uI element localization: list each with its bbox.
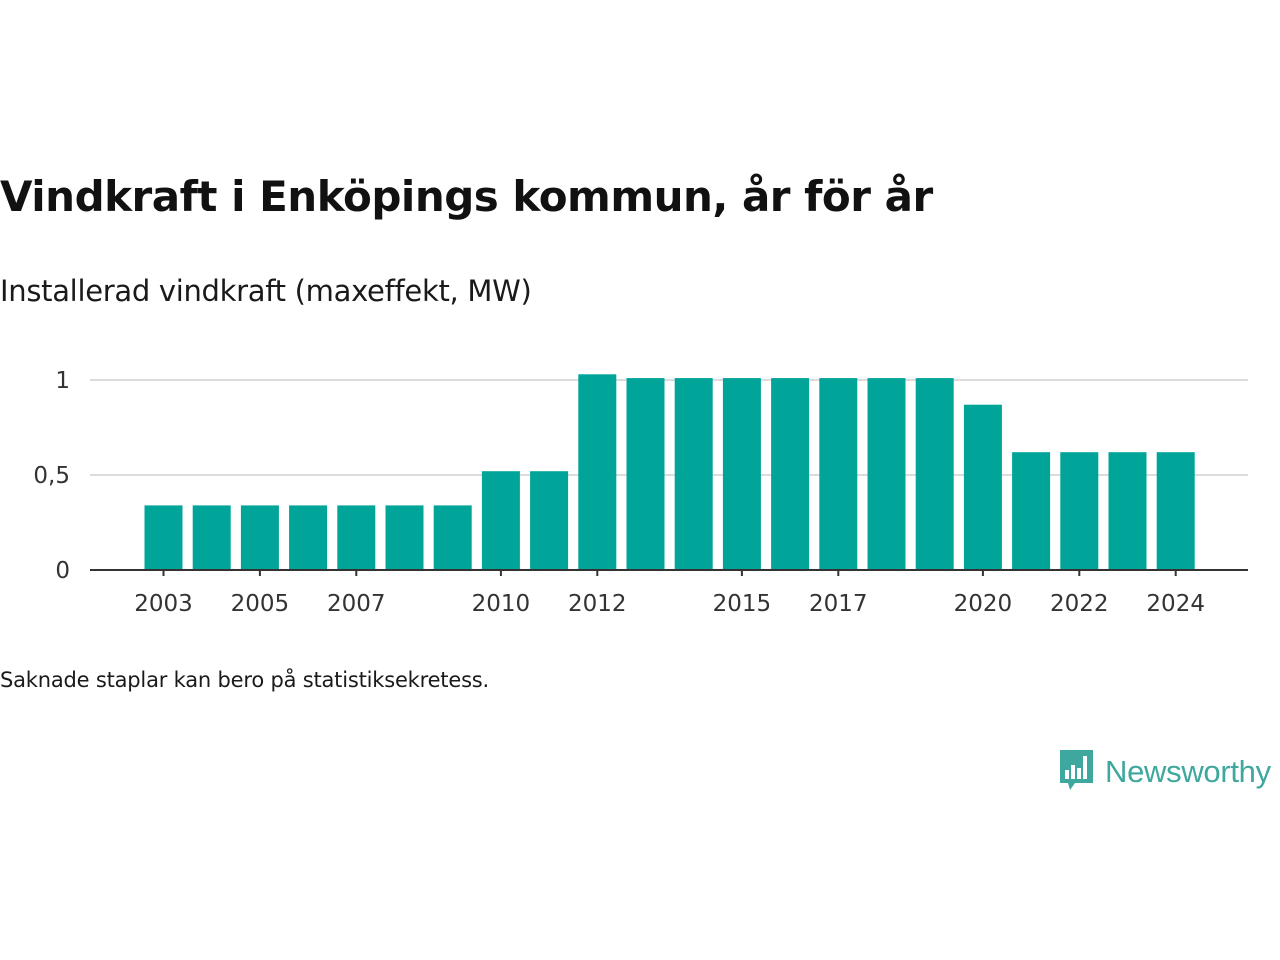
bar	[867, 378, 906, 570]
bar-chart-speech-bubble-icon	[1058, 748, 1095, 796]
x-axis-ticks: 2003 2005 2007 2010 2012 2015 2017 2020 2022 2024	[134, 570, 1205, 617]
x-tick-label: 2024	[1146, 591, 1205, 617]
bar	[578, 374, 617, 570]
bar	[1060, 452, 1099, 570]
y-tick-label: 1	[55, 368, 70, 394]
x-tick-label: 2015	[713, 591, 772, 617]
x-tick-label: 2005	[231, 591, 290, 617]
bar	[337, 505, 376, 570]
x-tick-label: 2017	[809, 591, 868, 617]
bar	[626, 378, 665, 570]
bar	[674, 378, 713, 570]
x-tick-label: 2007	[327, 591, 386, 617]
chart-subtitle: Installerad vindkraft (maxeffekt, MW)	[0, 274, 532, 308]
bar	[771, 378, 810, 570]
x-tick-label: 2012	[568, 591, 627, 617]
bar	[915, 378, 954, 570]
y-tick-label: 0,5	[33, 463, 70, 489]
x-tick-label: 2022	[1050, 591, 1109, 617]
bar	[1012, 452, 1051, 570]
bar	[530, 471, 569, 570]
bar	[385, 505, 424, 570]
bar	[240, 505, 279, 570]
y-tick-label: 0	[55, 558, 70, 584]
x-tick-label: 2010	[472, 591, 531, 617]
bars	[144, 374, 1195, 570]
gridlines	[90, 379, 1248, 476]
x-tick-label: 2003	[134, 591, 193, 617]
bar	[481, 471, 520, 570]
bar	[722, 378, 761, 570]
bar	[963, 404, 1002, 570]
brand-logo: Newsworthy	[1058, 748, 1271, 796]
bar-chart: 2003 2005 2007 2010 2012 2015 2017 2020 2022 2024…	[33, 368, 1248, 617]
footnote: Saknade staplar kan bero på statistiksek…	[0, 668, 490, 692]
x-tick-label: 2020	[954, 591, 1013, 617]
bar	[433, 505, 472, 570]
bar	[192, 505, 231, 570]
bar	[144, 505, 183, 570]
chart-title: Vindkraft i Enköpings kommun, år för år	[0, 172, 933, 221]
bar	[819, 378, 858, 570]
brand-name: Newsworthy	[1105, 754, 1271, 789]
bar	[1108, 452, 1147, 570]
y-axis-ticks: 00,51	[33, 368, 70, 584]
bar	[1156, 452, 1195, 570]
bar	[289, 505, 328, 570]
